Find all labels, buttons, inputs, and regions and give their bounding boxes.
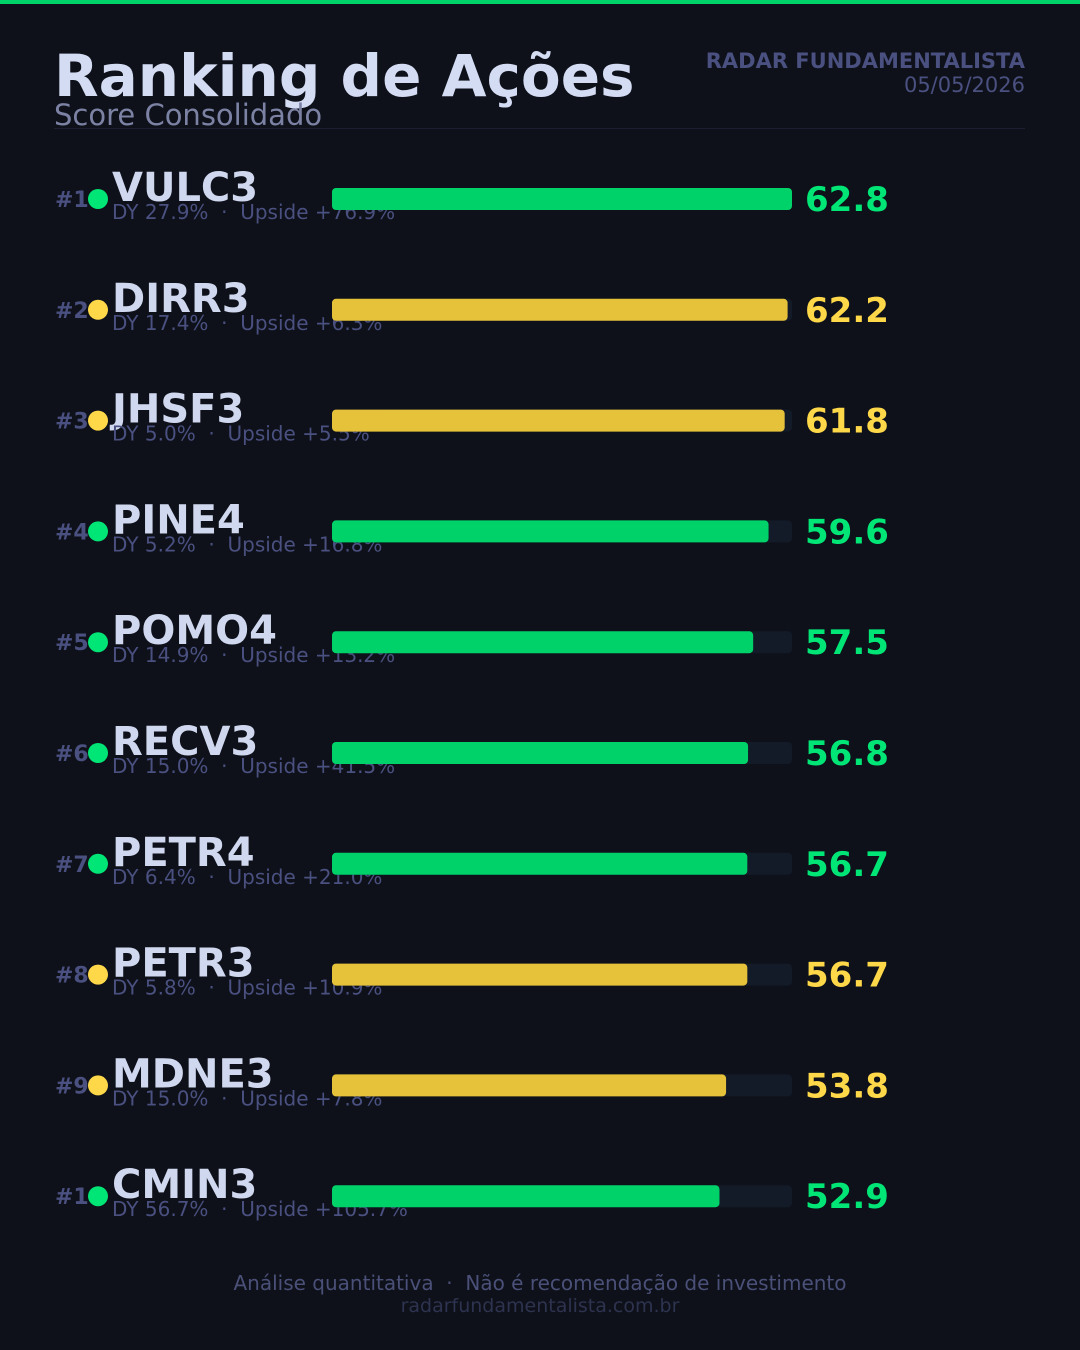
- bar: [332, 1185, 720, 1208]
- status-dot: [88, 853, 108, 874]
- rank: #1: [55, 188, 89, 213]
- value-label: 62.2: [805, 291, 889, 331]
- ticker: PINE4: [112, 497, 245, 543]
- status-dot: [88, 189, 108, 209]
- bar: [332, 742, 749, 764]
- value-label: 56.7: [805, 956, 889, 996]
- chart-title: Ranking de Ações: [54, 42, 635, 110]
- ticker: VULC3: [112, 165, 258, 211]
- value-label: 59.6: [805, 512, 889, 552]
- details: DY 5.0% · Upside +5.5%: [112, 422, 370, 446]
- value-label: 56.7: [805, 845, 889, 885]
- bar: [332, 852, 748, 875]
- rank: #9: [55, 1074, 89, 1099]
- bar: [332, 298, 788, 321]
- status-dot: [88, 1186, 108, 1207]
- value-label: 53.8: [805, 1066, 889, 1106]
- footer-site: radarfundamentalista.com.br: [401, 1295, 680, 1317]
- ticker: MDNE3: [112, 1051, 274, 1097]
- status-dot: [88, 1075, 108, 1096]
- ticker: PETR3: [112, 941, 255, 987]
- bar: [332, 1074, 727, 1097]
- ticker: JHSF3: [109, 387, 244, 433]
- bar: [332, 409, 785, 432]
- rank: #8: [55, 964, 89, 989]
- bar: [332, 631, 754, 654]
- status-dot: [88, 964, 108, 985]
- status-dot: [88, 743, 108, 763]
- rank: #5: [55, 631, 89, 656]
- value-label: 56.8: [805, 734, 889, 774]
- bar: [332, 520, 769, 543]
- status-dot: [88, 299, 108, 320]
- ticker: DIRR3: [112, 276, 250, 322]
- ticker: PETR4: [112, 830, 255, 876]
- value-label: 61.8: [805, 402, 889, 442]
- top-accent: [0, 0, 1080, 4]
- brand: RADAR FUNDAMENTALISTA: [706, 49, 1026, 73]
- status-dot: [88, 410, 108, 431]
- rank: #4: [55, 520, 89, 545]
- status-dot: [88, 632, 108, 653]
- value-label: 52.9: [805, 1177, 889, 1217]
- rank: #6: [55, 742, 89, 767]
- ticker: RECV3: [112, 719, 258, 765]
- bar: [332, 963, 748, 986]
- rank: #2: [55, 299, 89, 324]
- value-label: 62.8: [805, 180, 889, 220]
- ticker: CMIN3: [112, 1162, 257, 1208]
- date: 05/05/2026: [904, 73, 1025, 97]
- bar: [332, 188, 792, 210]
- rank: #7: [55, 853, 89, 878]
- chart-subtitle: Score Consolidado: [54, 98, 322, 132]
- ticker: POMO4: [112, 608, 277, 654]
- footer-note: Análise quantitativa · Não é recomendaçã…: [233, 1271, 846, 1295]
- value-label: 57.5: [805, 623, 889, 663]
- rank: #3: [55, 410, 89, 435]
- status-dot: [88, 521, 108, 542]
